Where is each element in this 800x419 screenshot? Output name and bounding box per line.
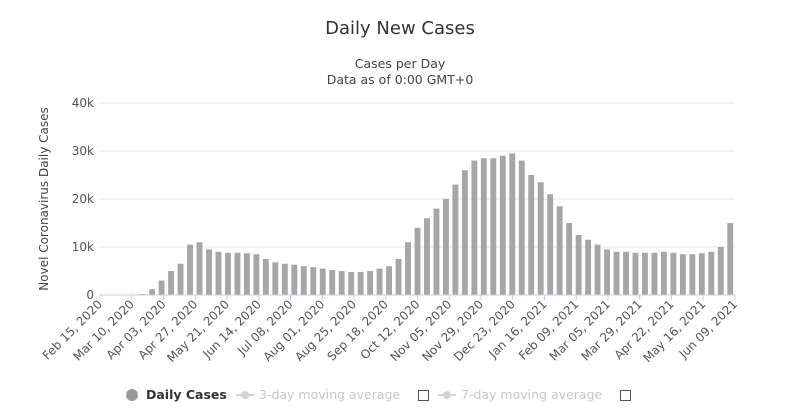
bar <box>547 194 554 295</box>
bar <box>376 268 383 295</box>
legend: Daily Cases 3-day moving average 7-day m… <box>0 383 800 407</box>
bar <box>509 153 516 295</box>
bar <box>149 289 156 295</box>
bar <box>177 263 184 295</box>
series-line-marker-icon <box>236 389 254 401</box>
bar <box>490 158 497 295</box>
bar <box>518 160 525 295</box>
y-tick-label: 0 <box>86 288 94 302</box>
bar <box>158 280 165 295</box>
y-tick-label: 40k <box>72 96 94 110</box>
bar <box>594 244 601 295</box>
bar <box>272 262 279 295</box>
bar <box>262 259 269 295</box>
legend-item-3-day-moving-average[interactable]: 3-day moving average <box>236 387 400 402</box>
bar <box>480 158 487 295</box>
legend-label-7-day-moving-average: 7-day moving average <box>461 387 603 402</box>
bar <box>566 223 573 295</box>
bar <box>433 208 440 295</box>
bar <box>613 251 620 295</box>
bar <box>367 271 374 295</box>
chart-subtitle-line-1: Cases per Day <box>354 56 446 71</box>
bar <box>338 271 345 295</box>
bar <box>386 266 393 295</box>
bar <box>168 271 175 295</box>
bar <box>575 235 582 295</box>
bar <box>196 242 203 295</box>
bar <box>717 247 724 295</box>
bar <box>329 270 336 295</box>
bar <box>528 175 535 295</box>
bar <box>187 244 193 295</box>
checkbox-7-day-moving-average[interactable] <box>620 390 631 401</box>
bar <box>698 253 705 295</box>
bar <box>499 155 506 295</box>
legend-item-7-day-moving-average[interactable]: 7-day moving average <box>438 387 602 402</box>
y-tick-label: 30k <box>72 144 94 158</box>
bar <box>452 184 459 295</box>
bar <box>471 160 478 295</box>
bar <box>651 252 658 295</box>
y-axis-label: Novel Coronavirus Daily Cases <box>37 107 51 290</box>
bar <box>442 199 449 295</box>
bar <box>623 251 629 295</box>
bar <box>281 263 288 295</box>
bar <box>424 218 430 295</box>
bar <box>585 239 592 295</box>
chart-title: Daily New Cases <box>325 18 475 39</box>
legend-item-daily-cases[interactable]: Daily Cases <box>126 387 227 402</box>
bar <box>670 252 677 295</box>
legend-label-daily-cases: Daily Cases <box>146 387 227 402</box>
bar <box>660 251 667 295</box>
bar <box>225 252 231 295</box>
bar <box>708 251 715 295</box>
bar <box>461 170 468 295</box>
checkbox-3-day-moving-average[interactable] <box>418 390 429 401</box>
bar <box>348 271 355 295</box>
bar <box>253 254 260 295</box>
bar <box>234 252 241 295</box>
bar <box>243 253 250 295</box>
plot-area: 0 10k 20k 30k 40k Novel Coronavirus Daily Cas… <box>37 96 740 365</box>
y-tick-label: 20k <box>72 192 94 206</box>
bar <box>291 264 298 295</box>
bar <box>642 252 648 295</box>
bar <box>414 227 421 295</box>
bar <box>395 259 402 295</box>
y-tick-label: 10k <box>72 240 94 254</box>
bar <box>357 271 364 295</box>
bar <box>319 268 326 295</box>
bar <box>206 249 212 295</box>
series-line-marker-icon <box>438 389 456 401</box>
bar <box>300 266 307 295</box>
chart-subtitle-line-2: Data as of 0:00 GMT+0 <box>326 72 474 87</box>
bar <box>604 249 610 295</box>
bar <box>689 254 696 295</box>
bar <box>679 254 686 295</box>
series-dot-icon <box>126 388 138 401</box>
bar <box>215 251 222 295</box>
bar <box>632 252 639 295</box>
bar <box>405 242 411 295</box>
bar <box>310 267 317 295</box>
bar <box>537 182 544 295</box>
legend-label-3-day-moving-average: 3-day moving average <box>259 387 401 402</box>
bar <box>556 206 563 295</box>
bar <box>727 223 734 295</box>
